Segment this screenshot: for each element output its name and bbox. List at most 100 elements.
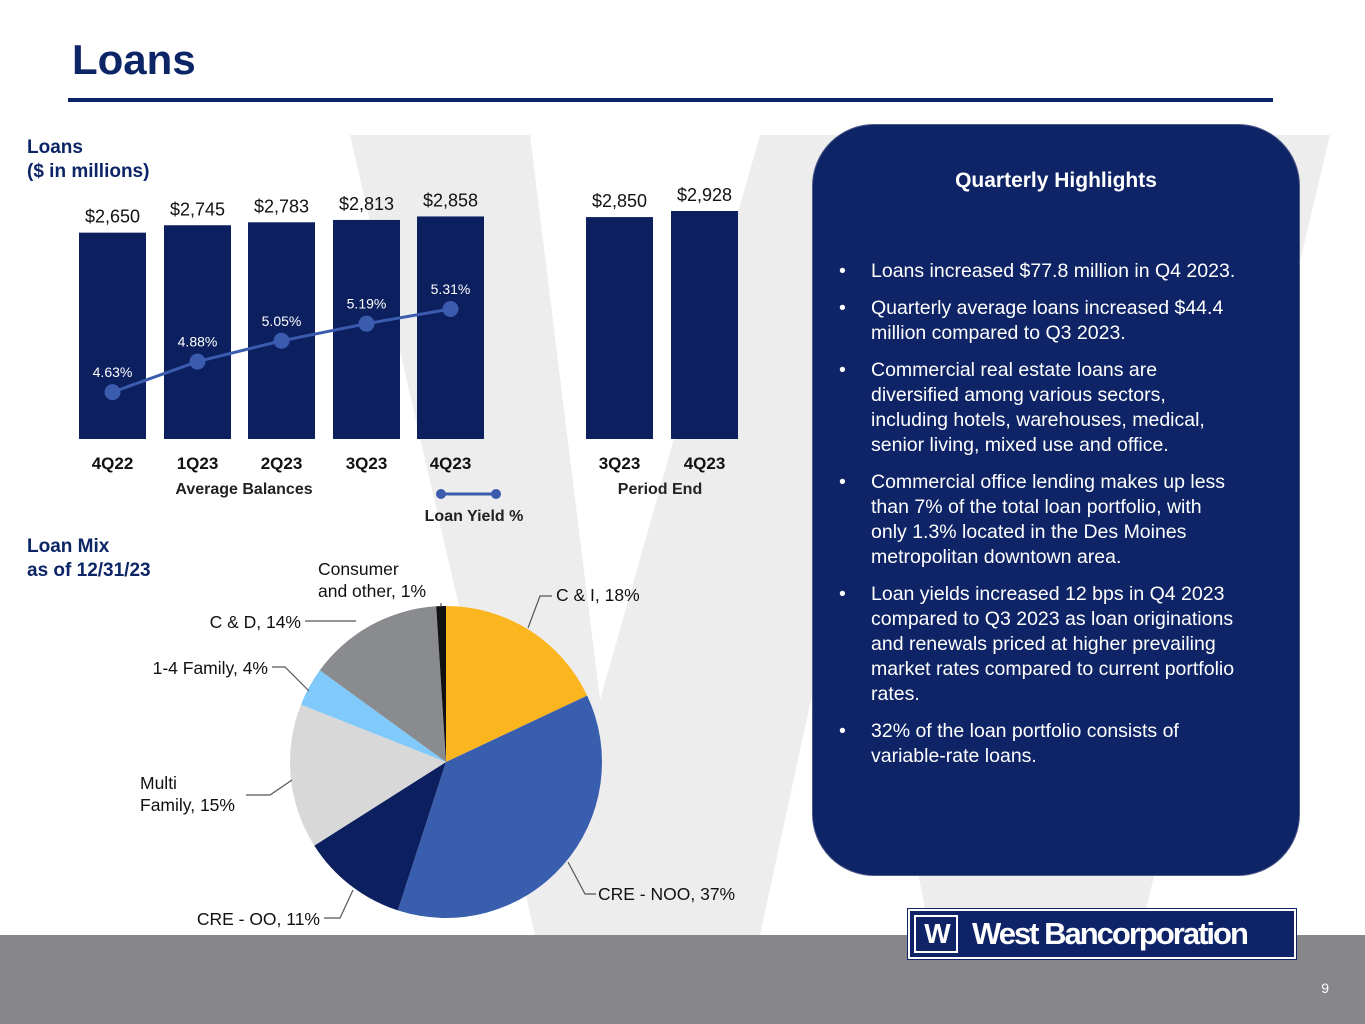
pie-slice bbox=[436, 606, 446, 762]
highlight-line: rates. bbox=[871, 683, 920, 705]
highlight-line: Loans increased $77.8 million in Q4 2023… bbox=[871, 260, 1236, 282]
pie-leader-line bbox=[527, 595, 552, 629]
bullet-icon: • bbox=[839, 471, 846, 493]
pie-slice bbox=[397, 695, 602, 918]
logo-text: West Bancorporation bbox=[972, 916, 1249, 951]
highlight-item: • Loans increased $77.8 million in Q4 202… bbox=[839, 259, 1269, 284]
pie-slice-label: CRE - NOO, 37% bbox=[598, 884, 735, 904]
highlight-line: Quarterly average loans increased $44.4 bbox=[871, 297, 1224, 319]
period-end-bar bbox=[671, 211, 738, 439]
loan-mix-section-label: Loan Mix as of 12/31/23 bbox=[27, 535, 151, 583]
highlight-line: diversified among various sectors, bbox=[871, 384, 1166, 406]
highlights-list: • Loans increased $77.8 million in Q4 202… bbox=[813, 259, 1299, 769]
avg-balance-category-label: 1Q23 bbox=[177, 454, 219, 473]
pie-slice-label: 1-4 Family, 4% bbox=[153, 658, 268, 678]
loans-label-line1: Loans bbox=[27, 137, 83, 158]
loan-yield-label: 5.19% bbox=[347, 296, 387, 312]
loan-yield-point bbox=[104, 384, 121, 401]
loans-section-label: Loans ($ in millions) bbox=[27, 136, 149, 184]
pie-leader-line bbox=[272, 666, 310, 692]
loan-yield-label: 4.88% bbox=[178, 334, 218, 350]
avg-balance-bar bbox=[164, 225, 231, 439]
highlight-item: • Loan yields increased 12 bps in Q4 2023… bbox=[839, 582, 1269, 707]
pie-leader-line bbox=[567, 861, 596, 895]
highlight-item: • Commercial real estate loans are diversi… bbox=[839, 358, 1269, 458]
pie-slice-label: Multi bbox=[140, 773, 177, 793]
pie-slice bbox=[300, 670, 446, 762]
page-number: 9 bbox=[1321, 980, 1329, 996]
loans-charts: $2,650 4Q22 $2,745 1Q23 $2,783 2Q23 $2,813 3Q23… bbox=[79, 185, 738, 929]
highlight-line: including hotels, warehouses, medical, bbox=[871, 409, 1205, 431]
highlight-line: metropolitan downtown area. bbox=[871, 546, 1122, 568]
bullet-icon: • bbox=[839, 583, 846, 605]
avg-balance-value-label: $2,813 bbox=[339, 194, 394, 214]
loan-yield-label: 4.63% bbox=[93, 364, 133, 380]
pie-slice bbox=[290, 704, 446, 846]
highlight-line: Commercial office lending makes up less bbox=[871, 471, 1226, 493]
avg-balance-value-label: $2,783 bbox=[254, 196, 309, 216]
period-end-category-label: 4Q23 bbox=[684, 454, 726, 473]
avg-balance-bar bbox=[248, 222, 315, 439]
highlight-line: million compared to Q3 2023. bbox=[871, 322, 1126, 344]
logo-mark: W bbox=[914, 915, 958, 953]
period-end-value-label: $2,850 bbox=[592, 191, 647, 211]
highlight-item: • Commercial office lending makes up less… bbox=[839, 470, 1269, 570]
highlight-line: only 1.3% located in the Des Moines bbox=[871, 521, 1187, 543]
pie-slice-label: C & D, 14% bbox=[210, 612, 301, 632]
pie-leader-line bbox=[246, 779, 293, 796]
highlight-line: and renewals priced at higher prevailing bbox=[871, 633, 1216, 655]
highlight-line: senior living, mixed use and office. bbox=[871, 434, 1169, 456]
average-balances-group-label: Average Balances bbox=[175, 481, 312, 498]
avg-balance-category-label: 4Q22 bbox=[92, 454, 134, 473]
pie-leader-line bbox=[324, 889, 354, 919]
avg-balance-value-label: $2,650 bbox=[85, 207, 140, 227]
avg-balance-value-label: $2,858 bbox=[423, 190, 478, 210]
title-divider bbox=[68, 98, 1273, 102]
loan-yield-point bbox=[189, 353, 206, 370]
highlights-title: Quarterly Highlights bbox=[955, 169, 1157, 192]
avg-balance-bar bbox=[417, 216, 484, 439]
highlight-line: market rates compared to current portfol… bbox=[871, 658, 1235, 680]
bullet-icon: • bbox=[839, 297, 846, 319]
loan-yield-label: 5.31% bbox=[431, 281, 471, 297]
pie-slice-label: and other, 1% bbox=[318, 581, 426, 601]
pie-slice bbox=[446, 606, 588, 762]
highlight-item: • 32% of the loan portfolio consists of va… bbox=[839, 719, 1269, 769]
avg-balance-category-label: 3Q23 bbox=[346, 454, 388, 473]
pie-slice bbox=[314, 762, 446, 911]
pie-slice-label: Consumer bbox=[318, 559, 399, 579]
highlight-line: Commercial real estate loans are bbox=[871, 359, 1158, 381]
highlight-line: variable-rate loans. bbox=[871, 745, 1037, 767]
bullet-icon: • bbox=[839, 359, 846, 381]
avg-balance-category-label: 2Q23 bbox=[261, 454, 303, 473]
highlight-line: compared to Q3 2023 as loan originations bbox=[871, 608, 1234, 630]
avg-balance-category-label: 4Q23 bbox=[430, 454, 472, 473]
pie-slice bbox=[319, 606, 446, 762]
pie-slice-label: CRE - OO, 11% bbox=[197, 909, 320, 929]
legend-point-icon bbox=[491, 489, 501, 499]
bullet-icon: • bbox=[839, 720, 846, 742]
period-end-group-label: Period End bbox=[618, 481, 702, 498]
west-bancorporation-logo: W West Bancorporation bbox=[907, 908, 1297, 960]
period-end-category-label: 3Q23 bbox=[599, 454, 641, 473]
loan-yield-point bbox=[442, 301, 459, 317]
loan-yield-point bbox=[273, 332, 290, 349]
highlight-line: 32% of the loan portfolio consists of bbox=[871, 720, 1179, 742]
highlight-item: • Quarterly average loans increased $44.4… bbox=[839, 296, 1269, 346]
quarterly-highlights-panel: Quarterly Highlights • Loans increased $7… bbox=[812, 124, 1300, 876]
loan-mix-label-line1: Loan Mix bbox=[27, 536, 110, 557]
highlight-line: Loan yields increased 12 bps in Q4 2023 bbox=[871, 583, 1225, 605]
loan-mix-label-line2: as of 12/31/23 bbox=[27, 560, 151, 581]
loans-label-line2: ($ in millions) bbox=[27, 161, 150, 182]
bullet-icon: • bbox=[839, 260, 846, 282]
pie-slice-label: Family, 15% bbox=[140, 795, 235, 815]
loan-yield-legend-label: Loan Yield % bbox=[425, 508, 524, 525]
avg-balance-value-label: $2,745 bbox=[170, 199, 225, 219]
loan-yield-label: 5.05% bbox=[262, 313, 302, 329]
period-end-value-label: $2,928 bbox=[677, 185, 732, 205]
loan-yield-point bbox=[358, 315, 375, 332]
highlight-line: than 7% of the total loan portfolio, wit… bbox=[871, 496, 1202, 518]
legend-point-icon bbox=[436, 489, 446, 499]
avg-balance-bar bbox=[79, 232, 146, 439]
pie-slice-label: C & I, 18% bbox=[556, 585, 640, 605]
